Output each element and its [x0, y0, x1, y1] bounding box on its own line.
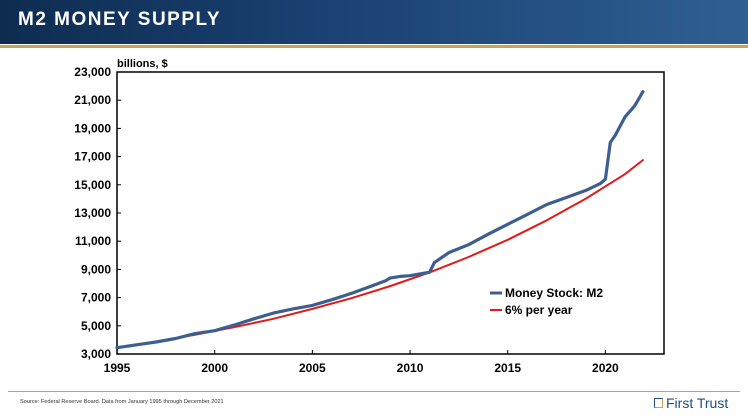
y-tick-label: 13,000	[74, 206, 111, 220]
y-tick-label: 5,000	[81, 319, 111, 333]
y-tick-label: 9,000	[81, 262, 111, 276]
x-tick-label: 2020	[592, 361, 619, 375]
first-trust-logo: First Trust	[654, 394, 728, 412]
x-axis: 1995 2000 2005 2010 2015 2020	[104, 350, 619, 375]
page-title: M2 MONEY SUPPLY	[18, 9, 222, 30]
x-tick-label: 2000	[201, 361, 228, 375]
units-label: billions, $	[117, 58, 168, 70]
y-tick-label: 3,000	[81, 347, 111, 361]
y-tick-label: 23,000	[74, 65, 111, 79]
y-tick-label: 15,000	[74, 178, 111, 192]
y-tick-label: 11,000	[75, 234, 111, 248]
series-layer	[115, 90, 645, 350]
y-tick-label: 17,000	[74, 150, 111, 164]
x-tick-label: 2005	[299, 361, 326, 375]
y-tick-label: 21,000	[74, 93, 111, 107]
footer-rule	[8, 391, 740, 392]
m2-line-chart: 3,000 5,000 7,000 9,000 11,000 13,000 15,000 17…	[74, 58, 665, 375]
x-tick-label: 2015	[494, 361, 521, 375]
x-tick-label: 1995	[104, 361, 131, 375]
logo-mark-icon	[654, 398, 663, 408]
logo-text: First Trust	[666, 395, 729, 411]
source-note: Source: Federal Reserve Board. Data from…	[20, 399, 224, 405]
legend: Money Stock: M2 6% per year	[490, 286, 603, 317]
title-bar: M2 MONEY SUPPLY	[0, 0, 748, 44]
plot-area-frame	[116, 71, 665, 355]
series-line-trend	[116, 159, 644, 349]
x-tick-label: 2010	[397, 361, 424, 375]
y-tick-label: 19,000	[74, 121, 111, 135]
legend-label-trend: 6% per year	[505, 303, 573, 317]
y-axis: 3,000 5,000 7,000 9,000 11,000 13,000 15,000 17…	[74, 65, 121, 361]
y-tick-label: 7,000	[81, 291, 111, 305]
title-underline	[0, 45, 748, 48]
legend-label-m2: Money Stock: M2	[505, 286, 603, 300]
series-line-m2	[115, 90, 645, 350]
